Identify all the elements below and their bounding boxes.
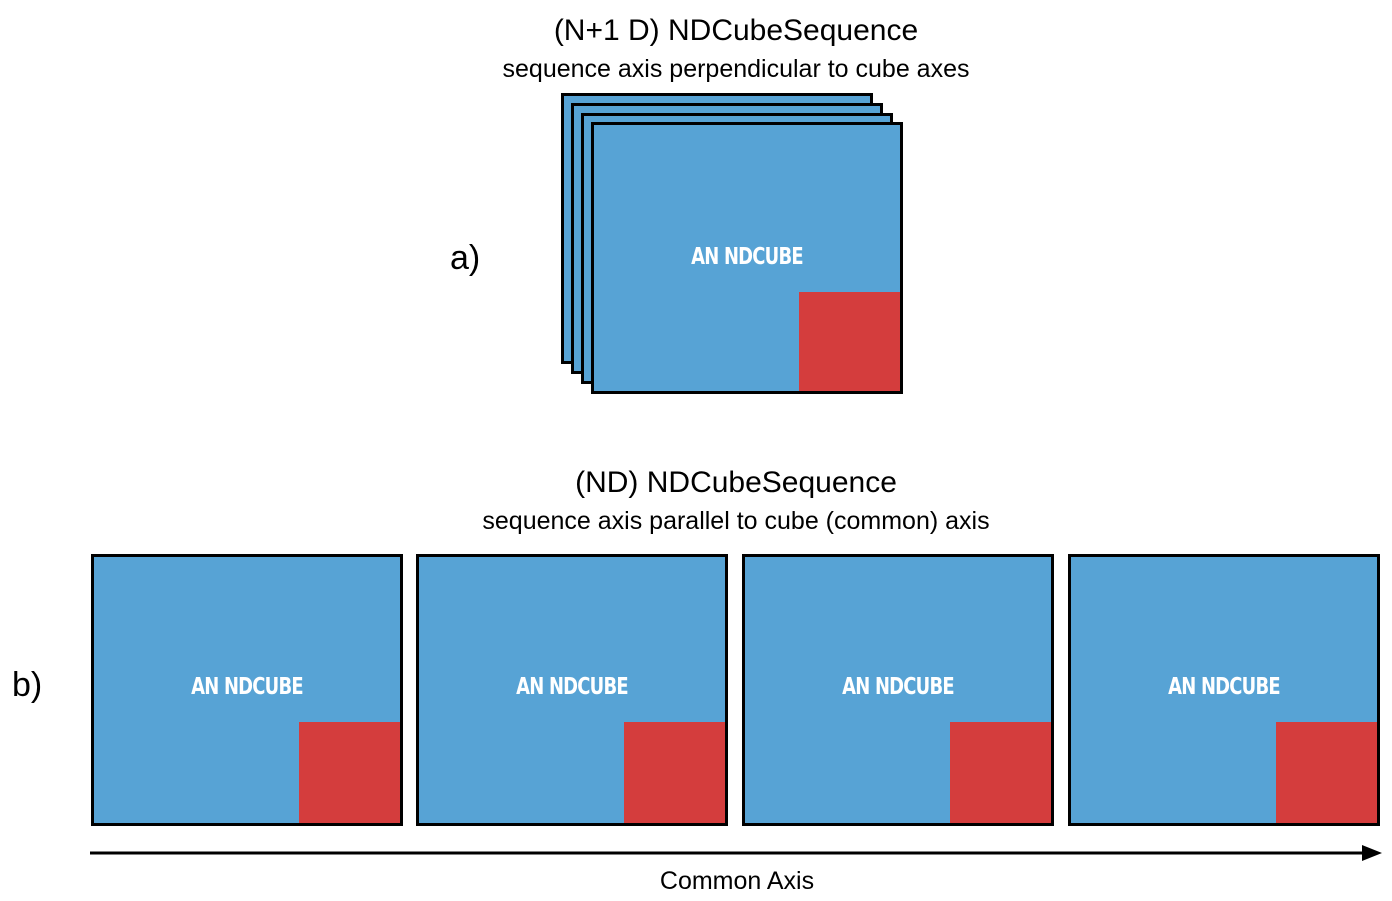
cube-corner-block [950,722,1051,823]
ndcube-2: AN NDCUBE [416,554,728,826]
ndcube-1: AN NDCUBE [91,554,403,826]
cube-corner-block [299,722,400,823]
ndcube-4: AN NDCUBE [1068,554,1380,826]
cube-corner-block [799,292,900,391]
cube-label: AN NDCUBE [1168,674,1280,700]
cube-label: AN NDCUBE [691,244,803,270]
panel-a-title: (N+1 D) NDCubeSequence [553,14,919,47]
panel-a-label: a) [450,239,481,277]
panel-b-label: b) [12,666,43,704]
common-axis-label: Common Axis [659,867,815,895]
panel-b-title: (ND) NDCubeSequence [575,466,897,499]
cube-corner-block [1276,722,1377,823]
panel-a-subtitle: sequence axis perpendicular to cube axes [502,55,970,83]
cube-label: AN NDCUBE [842,674,954,700]
stacked-cube-front: AN NDCUBE [591,122,903,394]
ndcube-3: AN NDCUBE [742,554,1054,826]
cube-corner-block [624,722,725,823]
cube-label: AN NDCUBE [191,674,303,700]
cube-label: AN NDCUBE [516,674,628,700]
panel-b-subtitle: sequence axis parallel to cube (common) … [482,507,990,535]
arrowhead-icon [1362,845,1382,861]
common-axis-arrow [90,845,1382,861]
